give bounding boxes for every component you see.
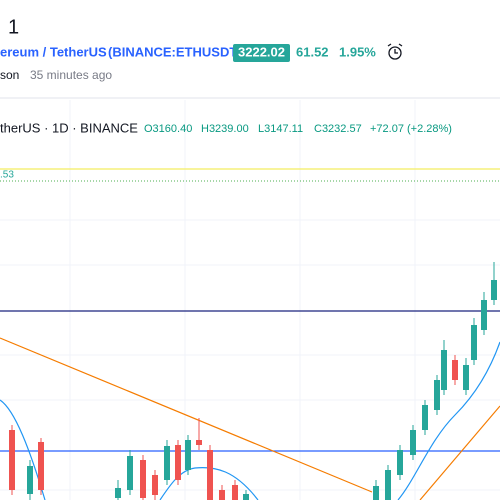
candles	[9, 262, 497, 500]
grid	[0, 100, 500, 500]
idea-title: 1	[8, 16, 19, 38]
legend-open: O3160.40	[144, 123, 192, 135]
change-pct: 1.95%	[339, 44, 376, 59]
author[interactable]: son	[0, 68, 19, 82]
symbol-code[interactable]: (BINANCE:ETHUSDT)	[108, 44, 242, 59]
level-label: .53	[0, 170, 14, 181]
time: 35 minutes ago	[30, 68, 112, 82]
change: 61.52	[296, 44, 329, 59]
price-badge	[233, 44, 290, 62]
price: 3222.02	[238, 44, 285, 59]
legend-high: H3239.00	[201, 123, 249, 135]
legend-symbol: therUS · 1D · BINANCE	[0, 120, 138, 135]
trend-line	[419, 405, 500, 500]
clock-icon[interactable]	[387, 43, 403, 60]
symbol-name[interactable]: ereum / TetherUS	[0, 44, 107, 59]
legend-low: L3147.11	[258, 123, 303, 135]
legend-change: +72.07 (+2.28%)	[370, 123, 452, 135]
trend-line	[0, 337, 373, 493]
legend-close: C3232.57	[314, 123, 362, 135]
